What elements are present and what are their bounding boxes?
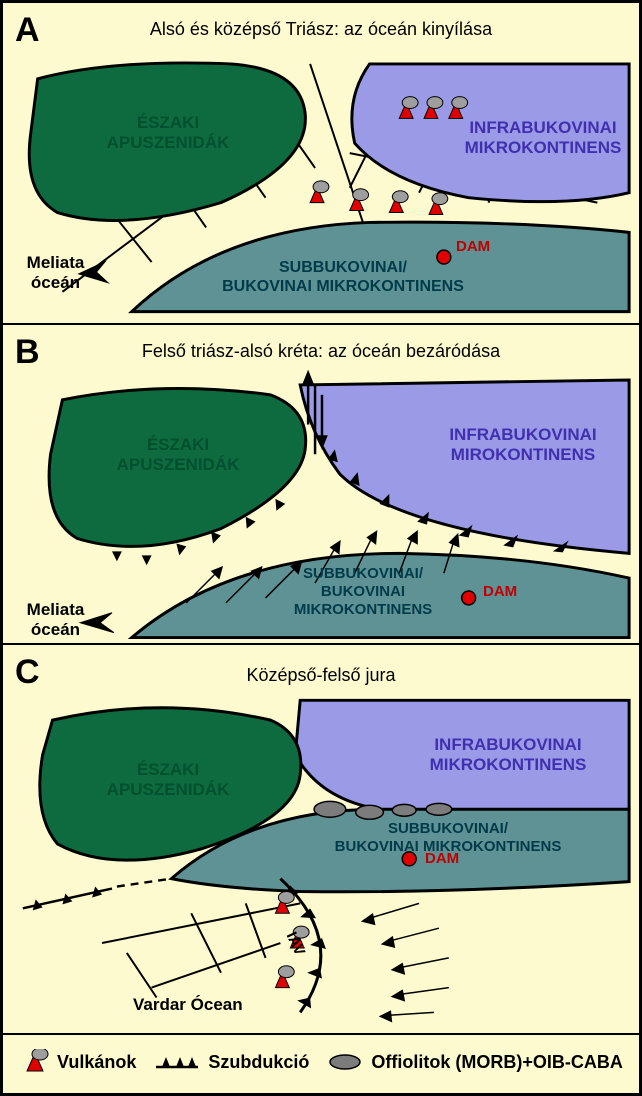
label-a-green: ÉSZAKIAPUSZENIDÁK bbox=[68, 113, 268, 154]
label-c-vardar: Vardar Ócean bbox=[133, 995, 243, 1015]
label-b-meliata: Meliataóceán bbox=[13, 600, 98, 641]
label-a-meliata: Meliataóceán bbox=[13, 253, 98, 294]
legend-item-volcanoes: Vulkánok bbox=[23, 1049, 136, 1075]
legend: Vulkánok Szubdukció Offiolitok (MORB)+OI… bbox=[3, 1033, 639, 1096]
label-a-purple: INFRABUKOVINAIMIKROKONTINENS bbox=[448, 118, 638, 159]
legend-offiolites-label: Offiolitok (MORB)+OIB-CABA bbox=[371, 1052, 622, 1073]
label-b-dam: DAM bbox=[483, 583, 517, 601]
label-c-purple: INFRABUKOVINAIMIKROKONTINENS bbox=[403, 735, 613, 776]
legend-item-offiolites: Offiolitok (MORB)+OIB-CABA bbox=[327, 1052, 622, 1073]
panel-b-title: Felső triász-alsó kréta: az óceán bezáró… bbox=[3, 341, 639, 362]
subduction-icon bbox=[154, 1051, 200, 1073]
label-b-teal: SUBBUKOVINAI/BUKOVINAIMIKROKONTINENS bbox=[253, 565, 473, 619]
offiolite-icon bbox=[327, 1052, 363, 1072]
figure-container: A Alsó és középső Triász: az óceán kinyí… bbox=[0, 0, 642, 1096]
label-c-green: ÉSZAKIAPUSZENIDÁK bbox=[68, 760, 268, 801]
panel-c-title: Középső-felső jura bbox=[3, 665, 639, 686]
panel-b: B Felső triász-alsó kréta: az óceán bezá… bbox=[3, 323, 639, 643]
label-b-green: ÉSZAKIAPUSZENIDÁK bbox=[83, 435, 273, 476]
panel-a-title: Alsó és középső Triász: az óceán kinyílá… bbox=[3, 19, 639, 40]
legend-volcanoes-label: Vulkánok bbox=[57, 1052, 136, 1073]
panel-a: A Alsó és középső Triász: az óceán kinyí… bbox=[3, 3, 639, 323]
label-b-purple: INFRABUKOVINAIMIROKONTINENS bbox=[423, 425, 623, 466]
volcano-icon bbox=[23, 1049, 49, 1075]
label-a-teal: SUBBUKOVINAI/BUKOVINAI MIKROKONTINENS bbox=[173, 258, 513, 296]
panel-c: C Középső-felső jura ÉSZAKIAPUSZENIDÁK I… bbox=[3, 643, 639, 1033]
legend-subduction-label: Szubdukció bbox=[208, 1052, 309, 1073]
label-c-dam: DAM bbox=[425, 850, 459, 868]
legend-item-subduction: Szubdukció bbox=[154, 1051, 309, 1073]
label-a-dam: DAM bbox=[456, 238, 490, 256]
